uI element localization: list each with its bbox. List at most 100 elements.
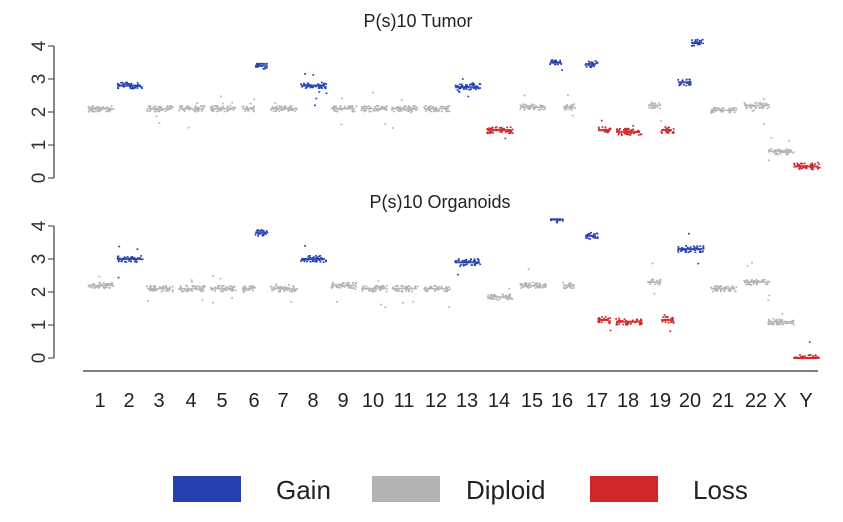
cn-point <box>529 286 532 288</box>
y-ticks-tumor: 0 1 2 3 4 <box>29 40 54 183</box>
panel-title-organoids: P(s)10 Organoids <box>369 192 510 212</box>
x-ticks: 1 2 3 4 5 6 7 8 9 10 11 12 13 14 15 16 17 18 19 20 21 22 X Y <box>94 390 812 412</box>
cn-point <box>336 110 339 113</box>
cn-point <box>466 84 469 87</box>
cn-point <box>141 87 143 90</box>
cn-point <box>568 283 570 286</box>
cn-point <box>718 108 721 110</box>
cn-point <box>604 316 607 318</box>
cn-point <box>377 108 380 111</box>
cn-point <box>179 106 182 108</box>
cn-point <box>609 127 612 130</box>
cn-point <box>489 131 492 133</box>
cn-point <box>681 79 684 81</box>
cn-point <box>541 286 544 289</box>
cn-point <box>365 110 367 112</box>
cn-point <box>279 290 281 293</box>
cn-point <box>108 110 110 113</box>
segment-diploid <box>87 275 115 289</box>
cn-point <box>758 102 761 105</box>
cn-point <box>341 109 343 111</box>
segment-diploid <box>210 95 237 113</box>
legend-label-loss: Loss <box>693 475 748 505</box>
cn-point <box>489 132 492 134</box>
cn-point <box>436 289 439 291</box>
cn-point <box>102 286 105 289</box>
cn-point <box>446 290 448 293</box>
cn-point <box>377 109 379 112</box>
cn-point <box>530 103 533 106</box>
cn-point <box>196 102 199 104</box>
cn-point <box>522 104 525 106</box>
cn-point <box>770 323 773 325</box>
cn-point <box>182 290 185 293</box>
cn-point <box>538 109 540 111</box>
cn-point <box>223 110 226 113</box>
cn-point <box>309 86 312 89</box>
segment-gain <box>300 73 328 107</box>
cn-point <box>202 290 205 292</box>
cn-point <box>406 286 409 289</box>
cn-point <box>307 255 310 257</box>
cn-point <box>106 282 109 285</box>
cn-point <box>618 129 620 131</box>
cn-point <box>232 289 235 291</box>
x-tick-label: 19 <box>649 390 671 412</box>
cn-point <box>767 322 770 324</box>
cn-point <box>618 132 620 134</box>
cn-point <box>211 288 214 291</box>
cn-point <box>639 320 642 322</box>
cn-point <box>766 107 769 110</box>
cn-point <box>202 107 205 109</box>
cn-point <box>654 283 656 286</box>
cn-point <box>318 255 320 258</box>
cn-point <box>305 260 308 263</box>
cn-point <box>754 106 757 109</box>
cn-point <box>435 285 438 288</box>
cn-point <box>411 290 413 293</box>
cn-point <box>93 283 95 286</box>
cn-point <box>212 301 214 304</box>
cn-point <box>408 109 410 111</box>
cn-point <box>527 283 530 285</box>
x-tick-label: 12 <box>425 390 447 412</box>
cn-point <box>529 282 531 284</box>
cn-point <box>400 110 402 112</box>
cn-point <box>187 105 189 108</box>
x-tick-label: 18 <box>617 390 639 412</box>
cn-point <box>656 282 659 285</box>
cn-point <box>256 63 258 65</box>
cn-point <box>397 285 399 287</box>
segment-diploid <box>270 102 298 113</box>
cn-point <box>759 103 762 105</box>
cn-point <box>332 286 335 288</box>
cn-point <box>407 285 410 288</box>
cn-point <box>440 105 442 108</box>
cn-point <box>729 110 732 113</box>
y-tick-label: 0 <box>29 353 50 364</box>
cn-point <box>231 297 233 299</box>
cn-point <box>445 108 447 111</box>
cn-point <box>111 284 114 287</box>
cn-point <box>121 260 124 262</box>
cn-point <box>295 107 298 110</box>
cn-point <box>336 285 339 288</box>
segment-loss <box>597 316 612 332</box>
cn-point <box>493 293 496 296</box>
cn-point <box>165 290 168 292</box>
cn-point <box>604 126 607 128</box>
y-tick-label: 0 <box>29 173 50 184</box>
cn-point <box>250 107 252 109</box>
cn-point <box>434 288 437 291</box>
x-tick-label: 5 <box>216 390 227 412</box>
cn-point <box>228 289 231 291</box>
cn-point <box>671 132 674 134</box>
cn-point <box>792 152 795 154</box>
cn-point <box>374 290 377 292</box>
cn-point <box>168 106 170 108</box>
cn-point <box>754 102 757 104</box>
cn-point <box>130 82 133 85</box>
cn-point <box>126 255 129 258</box>
cn-point <box>202 105 205 107</box>
cn-point <box>532 107 535 109</box>
